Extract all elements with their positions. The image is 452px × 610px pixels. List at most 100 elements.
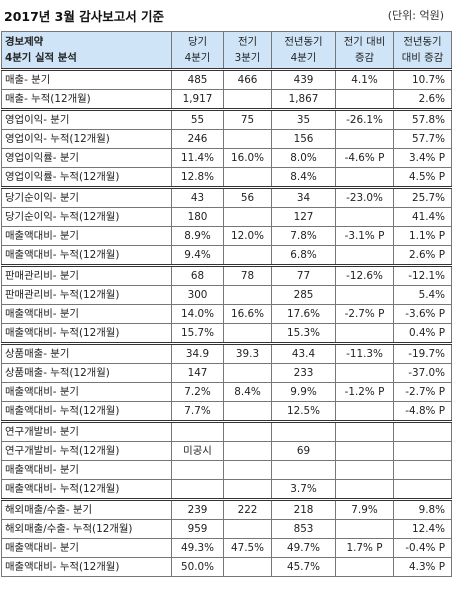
row-label: 매출액대비- 누적(12개월) [1,401,172,422]
cell-year-ago: 8.0% [271,148,336,168]
col-header-line: 3분기 [234,52,261,64]
cell-qoq-change: -1.2% P [335,382,394,402]
cell-previous: 8.4% [223,382,272,402]
row-label: 당기순이익- 분기 [1,186,172,208]
table-row: 매출- 분기 485 466 439 4.1% 10.7% [1,68,452,90]
row-label: 영업이익률- 누적(12개월) [1,167,172,188]
earnings-table: 경보제약 4분기 실적 분석 당기 4분기 전기 3분기 전년동기 4분기 전기 대비 증… [1,31,452,577]
cell-current: 43 [171,186,224,208]
cell-year-ago: 127 [271,207,336,227]
cell-qoq-change: -12.6% [335,264,394,286]
cell-qoq-change [335,519,394,539]
cell-year-ago: 69 [271,441,336,461]
table-row: 매출액대비- 분기 [1,460,452,480]
col-header-line: 당기 [187,36,208,48]
cell-previous: 16.0% [223,148,272,168]
table-row: 매출액대비- 누적(12개월) 9.4% 6.8% 2.6% P [1,245,452,266]
cell-qoq-change [335,207,394,227]
cell-qoq-change: 4.1% [335,68,394,90]
cell-current: 14.0% [171,304,224,324]
row-label: 해외매출/수출- 분기 [1,498,172,520]
cell-year-ago: 15.3% [271,323,336,344]
cell-current: 49.3% [171,538,224,558]
row-label: 상품매출- 분기 [1,342,172,364]
cell-previous: 222 [223,498,272,520]
cell-current [171,460,224,480]
cell-year-ago: 17.6% [271,304,336,324]
cell-previous [223,479,272,500]
col-header-line: 4분기 [184,52,211,64]
cell-current: 1,917 [171,89,224,110]
cell-qoq-change: -26.1% [335,108,394,130]
table-row: 영업이익- 분기 55 75 35 -26.1% 57.8% [1,108,452,130]
table-row: 당기순이익- 분기 43 56 34 -23.0% 25.7% [1,186,452,208]
table-row: 매출액대비- 분기 49.3% 47.5% 49.7% 1.7% P -0.4% P [1,538,452,558]
cell-qoq-change [335,420,394,442]
table-row: 매출액대비- 분기 7.2% 8.4% 9.9% -1.2% P -2.7% P [1,382,452,402]
cell-previous: 47.5% [223,538,272,558]
table-row: 해외매출/수출- 분기 239 222 218 7.9% 9.8% [1,498,452,520]
cell-yoy-change [393,441,452,461]
col-header-company: 경보제약 4분기 실적 분석 [1,31,172,70]
col-header-line: 4분기 실적 분석 [5,52,77,64]
cell-year-ago: 285 [271,285,336,305]
table-row: 매출액대비- 분기 14.0% 16.6% 17.6% -2.7% P -3.6% P [1,304,452,324]
cell-qoq-change [335,89,394,110]
table-row: 영업이익- 누적(12개월) 246 156 57.7% [1,129,452,149]
cell-yoy-change [393,479,452,500]
col-header-line: 경보제약 [5,36,44,48]
cell-qoq-change [335,401,394,422]
cell-qoq-change [335,460,394,480]
cell-current: 미공시 [171,441,224,461]
row-label: 매출액대비- 분기 [1,226,172,246]
row-label: 당기순이익- 누적(12개월) [1,207,172,227]
cell-yoy-change: 2.6% [393,89,452,110]
cell-previous [223,245,272,266]
cell-qoq-change [335,323,394,344]
cell-year-ago: 49.7% [271,538,336,558]
cell-yoy-change: 12.4% [393,519,452,539]
cell-yoy-change: 3.4% P [393,148,452,168]
cell-previous: 39.3 [223,342,272,364]
row-label: 상품매출- 누적(12개월) [1,363,172,383]
col-header-line: 전기 대비 [343,36,386,48]
cell-yoy-change: 1.1% P [393,226,452,246]
cell-current: 180 [171,207,224,227]
cell-year-ago: 3.7% [271,479,336,500]
table-row: 매출액대비- 누적(12개월) 50.0% 45.7% 4.3% P [1,557,452,577]
cell-year-ago: 9.9% [271,382,336,402]
cell-yoy-change: -19.7% [393,342,452,364]
cell-qoq-change [335,557,394,577]
row-label: 매출액대비- 누적(12개월) [1,557,172,577]
table-row: 영업이익률- 누적(12개월) 12.8% 8.4% 4.5% P [1,167,452,188]
cell-yoy-change: 57.7% [393,129,452,149]
cell-previous [223,89,272,110]
row-label: 판매관리비- 누적(12개월) [1,285,172,305]
cell-current: 246 [171,129,224,149]
row-label: 판매관리비- 분기 [1,264,172,286]
table-row: 매출액대비- 누적(12개월) 7.7% 12.5% -4.8% P [1,401,452,422]
cell-yoy-change: -12.1% [393,264,452,286]
col-header-line: 대비 증감 [401,52,444,64]
report-title: 2017년 3월 감사보고서 기준 [4,9,165,24]
table-header-row: 경보제약 4분기 실적 분석 당기 4분기 전기 3분기 전년동기 4분기 전기 대비 증… [1,31,452,70]
cell-current: 8.9% [171,226,224,246]
cell-qoq-change: -11.3% [335,342,394,364]
cell-year-ago: 6.8% [271,245,336,266]
cell-previous [223,441,272,461]
col-header-current: 당기 4분기 [171,31,224,70]
cell-year-ago: 12.5% [271,401,336,422]
cell-previous [223,519,272,539]
cell-yoy-change: -37.0% [393,363,452,383]
row-label: 영업이익- 누적(12개월) [1,129,172,149]
cell-qoq-change [335,441,394,461]
cell-qoq-change: -23.0% [335,186,394,208]
cell-yoy-change: 2.6% P [393,245,452,266]
cell-current: 34.9 [171,342,224,364]
table-row: 해외매출/수출- 누적(12개월) 959 853 12.4% [1,519,452,539]
table-row: 상품매출- 누적(12개월) 147 233 -37.0% [1,363,452,383]
row-label: 영업이익률- 분기 [1,148,172,168]
row-label: 영업이익- 분기 [1,108,172,130]
cell-previous [223,363,272,383]
cell-previous [223,557,272,577]
